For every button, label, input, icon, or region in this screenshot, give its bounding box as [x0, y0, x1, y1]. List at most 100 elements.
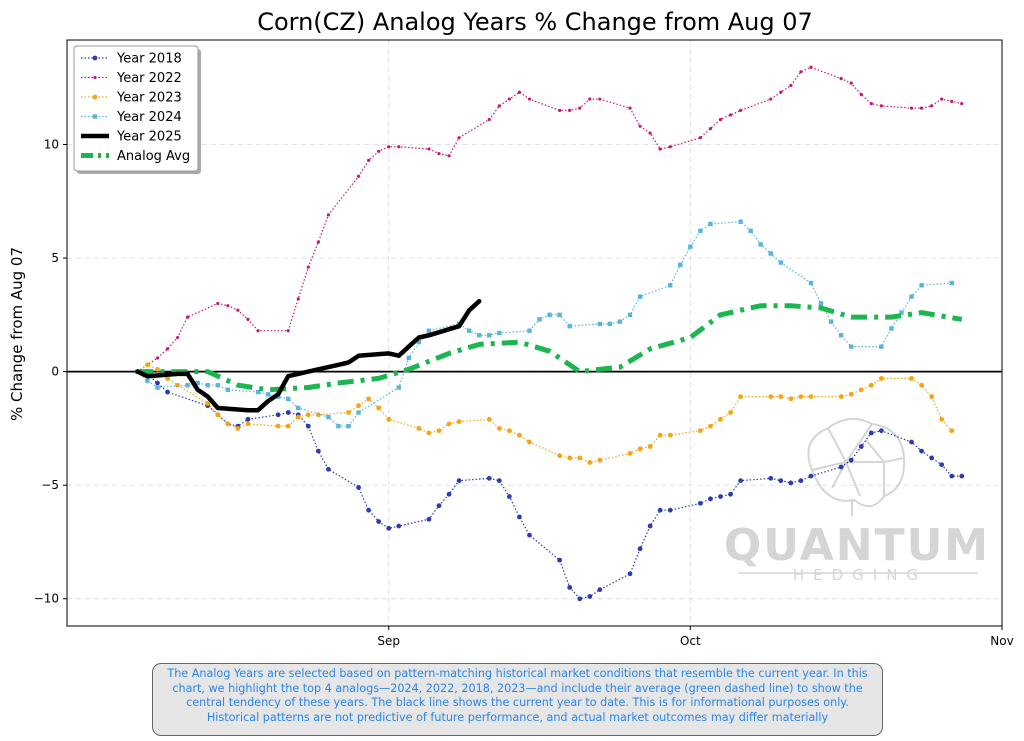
data-point	[809, 65, 813, 69]
data-point	[698, 228, 703, 233]
data-point	[366, 507, 372, 513]
data-point	[738, 219, 743, 224]
data-point	[416, 339, 422, 345]
data-point	[748, 228, 753, 233]
data-point	[397, 145, 401, 149]
data-point	[305, 423, 311, 429]
data-point	[668, 145, 672, 149]
data-point	[315, 448, 321, 454]
data-point	[447, 154, 451, 158]
data-point	[879, 344, 884, 349]
legend-label: Year 2024	[116, 110, 182, 125]
data-point	[627, 571, 633, 577]
data-point	[377, 149, 381, 153]
data-point	[165, 347, 170, 351]
data-point	[940, 97, 944, 101]
data-point	[768, 251, 773, 256]
data-point	[245, 421, 251, 427]
data-point	[919, 106, 924, 110]
data-point	[758, 242, 763, 247]
data-point	[285, 410, 291, 415]
data-point	[416, 425, 422, 431]
data-point	[577, 455, 583, 461]
series-line	[137, 364, 953, 464]
data-point	[165, 376, 170, 381]
chart: Corn(CZ) Analog Years % Change from Aug …	[8, 8, 1014, 648]
data-point	[708, 496, 713, 502]
data-point	[216, 301, 220, 306]
data-point	[356, 485, 361, 490]
series-year-2022	[135, 65, 964, 374]
brain-icon	[807, 417, 906, 516]
series-year-2024	[135, 219, 954, 429]
legend-marker	[93, 75, 97, 80]
data-point	[175, 335, 180, 340]
data-point	[929, 394, 935, 399]
data-point	[376, 405, 382, 411]
data-point	[718, 416, 723, 422]
legend-marker	[92, 114, 98, 119]
data-point	[145, 378, 150, 383]
watermark-logo: QUANTUM HEDGING	[724, 417, 988, 584]
data-point	[326, 213, 330, 217]
data-point	[235, 425, 241, 431]
data-point	[909, 376, 914, 381]
data-point	[949, 428, 955, 434]
data-point	[799, 70, 803, 74]
data-point	[155, 366, 160, 372]
data-point	[868, 382, 874, 388]
data-point	[436, 428, 442, 434]
data-point	[517, 514, 522, 520]
data-point	[949, 280, 954, 286]
data-point	[919, 283, 924, 288]
y-tick-label: 5	[51, 251, 59, 265]
data-point	[306, 265, 310, 269]
data-point	[225, 421, 231, 427]
data-point	[587, 460, 593, 465]
data-point	[506, 428, 512, 434]
data-point	[366, 396, 372, 402]
data-point	[436, 503, 442, 509]
data-point	[939, 462, 945, 468]
data-point	[949, 473, 955, 479]
data-point	[295, 414, 301, 420]
data-point	[296, 405, 301, 411]
data-point	[597, 321, 603, 327]
data-point	[527, 328, 532, 333]
data-point	[185, 383, 190, 388]
y-tick-label: 10	[44, 137, 59, 151]
data-point	[205, 401, 211, 406]
x-tick-label: Oct	[680, 634, 701, 648]
data-point	[356, 174, 361, 178]
data-point	[597, 587, 603, 593]
data-point	[356, 403, 361, 409]
data-point	[225, 387, 231, 392]
plot-frame	[66, 39, 1003, 627]
data-point	[346, 410, 351, 415]
data-point	[346, 423, 351, 429]
series-line	[137, 66, 962, 373]
data-point	[507, 97, 511, 101]
data-point	[708, 221, 713, 227]
data-point	[517, 432, 522, 438]
disclaimer-box: The Analog Years are selected based on p…	[152, 663, 883, 736]
legend-label: Year 2025	[116, 130, 182, 145]
data-point	[637, 546, 643, 552]
data-point	[738, 394, 744, 399]
data-point	[637, 446, 643, 452]
data-point	[265, 392, 271, 397]
data-point	[728, 491, 733, 497]
data-point	[930, 104, 934, 108]
data-point	[909, 439, 914, 445]
data-point	[768, 394, 774, 399]
data-point	[305, 412, 311, 418]
data-point	[587, 594, 593, 599]
data-point	[838, 464, 844, 470]
series-year-2025	[135, 298, 482, 413]
data-point	[899, 310, 904, 315]
legend-marker	[92, 94, 98, 100]
data-point	[697, 428, 703, 434]
legend-label: Year 2022	[116, 71, 182, 86]
data-point	[597, 457, 603, 463]
data-point	[627, 312, 633, 318]
